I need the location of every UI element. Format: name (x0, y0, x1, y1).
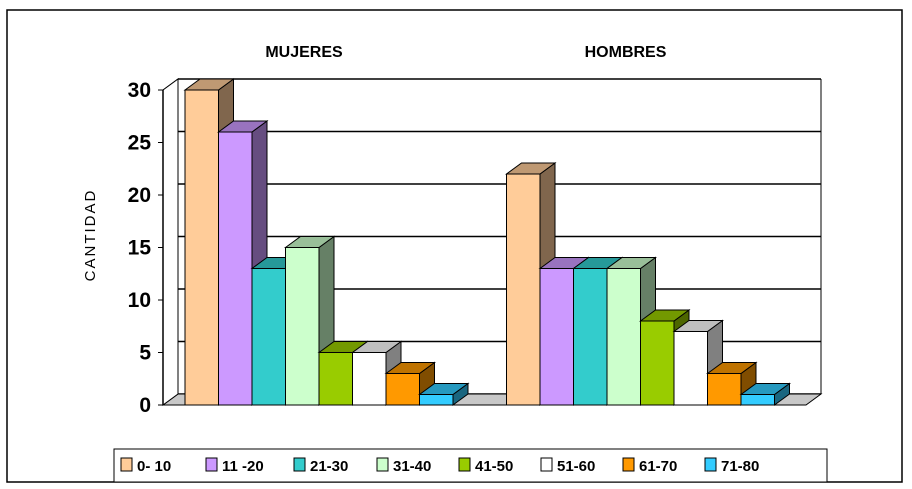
legend-item: 31-40 (376, 457, 431, 475)
legend-label: 31-40 (393, 458, 431, 475)
category-label: HOMBRES (585, 44, 667, 61)
legend-item: 71-80 (704, 457, 759, 475)
bar-front (352, 352, 387, 406)
legend-swatch (704, 457, 717, 472)
legend-item: 21-30 (293, 457, 348, 475)
legend-label: 0- 10 (137, 458, 171, 475)
legend-label: 61-70 (639, 458, 677, 475)
legend-swatch (205, 457, 218, 472)
bar-front (318, 352, 353, 406)
bar-front (251, 268, 286, 406)
bar (384, 361, 437, 406)
legend-swatch (376, 457, 389, 472)
bar-front (285, 247, 320, 406)
bar (417, 382, 470, 406)
legend-item: 41-50 (458, 457, 513, 475)
bar-front (740, 394, 775, 406)
bar-front (506, 173, 541, 406)
bar-front (419, 394, 454, 406)
legend-swatch (622, 457, 635, 472)
bar-front (218, 131, 253, 406)
side-wall (162, 78, 179, 406)
legend-item: 51-60 (540, 457, 595, 475)
legend-swatch (293, 457, 306, 472)
legend-label: 21-30 (310, 458, 348, 475)
bar-front (539, 268, 574, 406)
legend-label: 51-60 (557, 458, 595, 475)
bar-front (640, 320, 675, 406)
legend-label: 41-50 (475, 458, 513, 475)
y-tick-label: 0 (139, 394, 151, 417)
legend-swatch (540, 457, 553, 472)
category-label: MUJERES (265, 44, 343, 61)
bar (739, 382, 792, 406)
bar-front (707, 373, 742, 406)
legend-swatch (458, 457, 471, 472)
bars (183, 78, 792, 406)
category-labels: MUJERES HOMBRES (265, 44, 666, 61)
legend-item: 0- 10 (120, 457, 171, 475)
bar-front (606, 268, 641, 406)
y-tick-label: 10 (128, 289, 151, 312)
bar (350, 340, 403, 406)
legend-swatch (120, 457, 133, 472)
legend-item: 11 -20 (205, 457, 264, 475)
y-tick-label: 30 (128, 79, 151, 102)
legend-label: 71-80 (721, 458, 759, 475)
y-tick-label: 20 (128, 184, 151, 207)
y-axis-label: CANTIDAD (82, 189, 99, 282)
legend-item: 61-70 (622, 457, 677, 475)
bar-front (573, 268, 608, 406)
y-tick-label: 15 (128, 237, 152, 260)
legend-label: 11 -20 (222, 458, 264, 475)
y-tick-label: 5 (139, 342, 151, 365)
bar-front (385, 373, 420, 406)
y-axis-ticks: 0 5 10 15 20 25 30 (128, 79, 163, 417)
bar-front (673, 331, 708, 406)
legend: 0- 10 11 -20 21-30 31-40 41-50 51-60 61-70 71-8… (113, 448, 828, 483)
y-tick-label: 25 (128, 132, 152, 155)
bar-front (184, 89, 219, 406)
